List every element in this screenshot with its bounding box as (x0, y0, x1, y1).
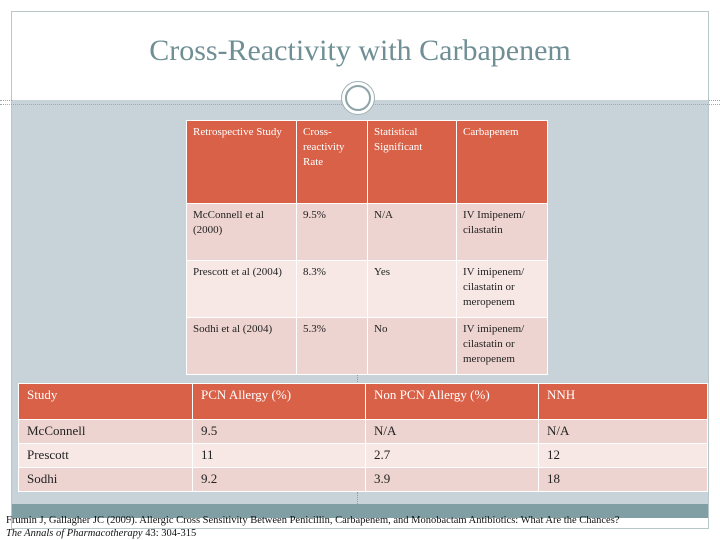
table-cell: 2.7 (365, 443, 539, 468)
table-cell: IV imipenem/ cilastatin or meropenem (456, 260, 548, 318)
header-cell: Retrospective Study (186, 120, 297, 204)
header-cell: Cross-reactivity Rate (296, 120, 368, 204)
citation-journal: The Annals of Pharmacotherapy (6, 528, 143, 539)
table-cell: 11 (192, 443, 366, 468)
citation-source: The Annals of Pharmacotherapy 43: 304-31… (6, 527, 720, 540)
table-cell: Sodhi et al (2004) (186, 317, 297, 375)
table-row: McConnell et al (2000) 9.5% N/A IV Imipe… (186, 203, 548, 261)
header-cell: NNH (538, 383, 708, 420)
slide-title: Cross-Reactivity with Carbapenem (149, 34, 571, 67)
table-row: McConnell 9.5 N/A N/A (18, 419, 708, 444)
header-cell: Non PCN Allergy (%) (365, 383, 539, 420)
table-cell: Yes (367, 260, 457, 318)
citation-volume: 43: 304-315 (145, 528, 197, 539)
table-header-row: Study PCN Allergy (%) Non PCN Allergy (%… (18, 383, 708, 420)
table-row: Prescott 11 2.7 12 (18, 443, 708, 468)
table-cell: 3.9 (365, 467, 539, 492)
table-cell: N/A (365, 419, 539, 444)
table-cell: 9.2 (192, 467, 366, 492)
nnh-table: Study PCN Allergy (%) Non PCN Allergy (%… (18, 383, 708, 492)
table-cell: McConnell (18, 419, 193, 444)
header-cell: Study (18, 383, 193, 420)
header-cell: Statistical Significant (367, 120, 457, 204)
header-cell: Carbapenem (456, 120, 548, 204)
table-cell: McConnell et al (2000) (186, 203, 297, 261)
table-cell: 12 (538, 443, 708, 468)
bottom-band (12, 504, 708, 518)
slide-frame (11, 11, 709, 529)
citation: Frumin J, Gallagher JC (2009). Allergic … (6, 514, 720, 540)
table-cell: 9.5% (296, 203, 368, 261)
table-cell: IV imipenem/ cilastatin or meropenem (456, 317, 548, 375)
table-header-row: Retrospective Study Cross-reactivity Rat… (186, 120, 548, 204)
table-row: Prescott et al (2004) 8.3% Yes IV imipen… (186, 260, 548, 318)
table-cell: 8.3% (296, 260, 368, 318)
vertical-guide-upper (357, 372, 358, 382)
table-cell: 18 (538, 467, 708, 492)
table-cell: Sodhi (18, 467, 193, 492)
table-row: Sodhi et al (2004) 5.3% No IV imipenem/ … (186, 317, 548, 375)
table-cell: IV Imipenem/ cilastatin (456, 203, 548, 261)
vertical-guide-lower (357, 492, 358, 504)
table-cell: 5.3% (296, 317, 368, 375)
table-cell: Prescott et al (2004) (186, 260, 297, 318)
header-cell: PCN Allergy (%) (192, 383, 366, 420)
table-cell: No (367, 317, 457, 375)
table-cell: 9.5 (192, 419, 366, 444)
divider-ornament-icon (341, 81, 375, 115)
table-cell: Prescott (18, 443, 193, 468)
table-row: Sodhi 9.2 3.9 18 (18, 467, 708, 492)
table-cell: N/A (367, 203, 457, 261)
citation-text: Frumin J, Gallagher JC (2009). Allergic … (6, 515, 620, 526)
table-cell: N/A (538, 419, 708, 444)
retrospective-study-table: Retrospective Study Cross-reactivity Rat… (186, 120, 548, 375)
